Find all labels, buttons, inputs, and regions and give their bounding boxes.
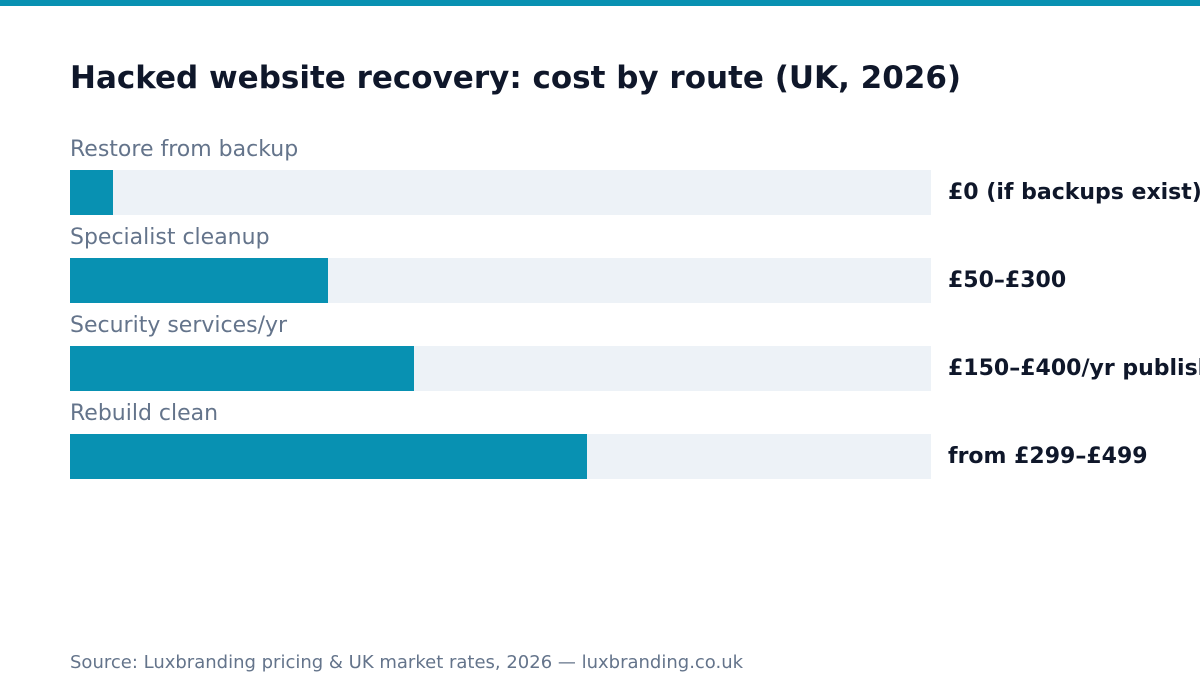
bar	[70, 170, 113, 215]
bar-track	[70, 346, 931, 391]
top-accent-bar	[0, 0, 1200, 6]
bar-track	[70, 434, 931, 479]
category-label: Security services/yr	[70, 313, 288, 338]
value-label: from £299–£499	[948, 444, 1148, 469]
bar-track	[70, 258, 931, 303]
category-label: Restore from backup	[70, 137, 299, 162]
value-label: £150–£400/yr publish	[948, 356, 1200, 381]
value-label: £0 (if backups exist)	[948, 180, 1200, 205]
value-label: £50–£300	[948, 268, 1067, 293]
bar	[70, 434, 587, 479]
source-note: Source: Luxbranding pricing & UK market …	[70, 652, 744, 673]
chart-title: Hacked website recovery: cost by route (…	[70, 60, 962, 96]
category-label: Specialist cleanup	[70, 225, 270, 250]
bar	[70, 346, 414, 391]
bar	[70, 258, 328, 303]
category-label: Rebuild clean	[70, 401, 219, 426]
bar-track	[70, 170, 931, 215]
